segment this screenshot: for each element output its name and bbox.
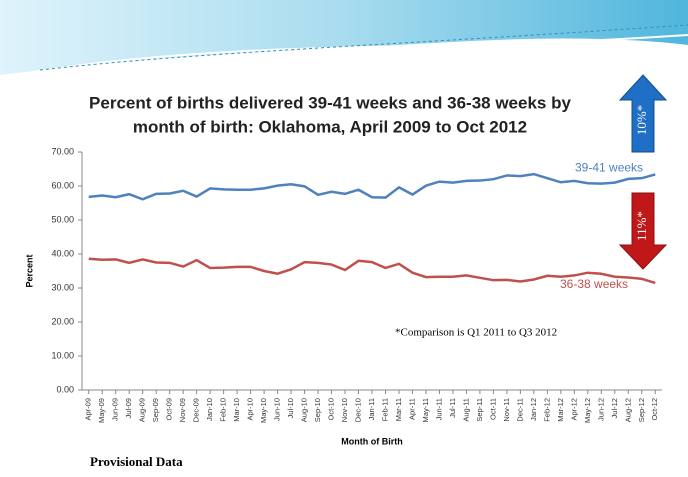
y-tick-label: 30.00: [51, 282, 74, 292]
x-tick-label: Jun-11: [434, 398, 443, 420]
x-tick-label: Feb-10: [219, 398, 228, 422]
x-tick-label: Oct-12: [650, 398, 659, 421]
x-tick-label: Oct-10: [327, 398, 336, 421]
y-tick-label: 70.00: [51, 146, 74, 156]
x-tick-label: Feb-12: [542, 398, 551, 422]
banner: [0, 0, 688, 75]
x-tick-label: Dec-10: [353, 398, 362, 422]
x-tick-label: Feb-11: [380, 398, 389, 421]
x-tick-label: Jun-12: [596, 398, 605, 421]
x-tick-label: May-12: [583, 398, 592, 423]
x-tick-label: Jul-11: [448, 398, 457, 418]
footer: Provisional Data: [90, 454, 183, 469]
x-tick-label: Jul-10: [286, 398, 295, 418]
annotation: *Comparison is Q1 2011 to Q3 2012: [395, 327, 557, 339]
down-arrow: [618, 192, 668, 270]
x-tick-label: Nov-09: [178, 398, 187, 422]
series-label: 36-38 weeks: [560, 277, 628, 291]
x-tick-label: Aug-11: [461, 398, 470, 422]
x-tick-label: Oct-11: [488, 398, 497, 420]
x-tick-label: Nov-10: [340, 398, 349, 422]
x-tick-label: Jun-09: [111, 398, 120, 421]
x-tick-label: Nov-11: [502, 398, 511, 422]
banner-line: [0, 34, 688, 79]
x-tick-label: May-10: [259, 398, 268, 423]
y-tick-label: 40.00: [51, 248, 74, 258]
x-tick-label: Aug-10: [300, 398, 309, 422]
y-tick-label: 50.00: [51, 214, 74, 224]
x-tick-label: Dec-09: [192, 398, 201, 422]
x-tick-label: Sep-12: [637, 398, 646, 422]
x-axis-label: Month of Birth: [341, 436, 402, 446]
x-tick-label: Sep-09: [151, 398, 160, 422]
x-tick-label: Apr-12: [569, 398, 578, 421]
y-tick-label: 0.00: [56, 384, 74, 394]
y-axis-label: Percent: [24, 254, 34, 287]
up-arrow: [618, 74, 668, 153]
series-label: 39-41 weeks: [575, 161, 643, 175]
chart-title: month of birth: Oklahoma, April 2009 to …: [133, 117, 527, 136]
x-tick-label: Oct-09: [165, 398, 174, 421]
x-tick-label: Sep-10: [313, 398, 322, 422]
y-tick-label: 60.00: [51, 180, 74, 190]
chart-title: Percent of births delivered 39-41 weeks …: [89, 93, 571, 112]
y-tick-label: 20.00: [51, 316, 74, 326]
x-tick-label: Sep-11: [475, 398, 484, 422]
x-tick-label: Jun-10: [273, 398, 282, 421]
y-tick-label: 10.00: [51, 350, 74, 360]
annotation: 10%*: [634, 105, 649, 135]
x-tick-label: Jan-11: [367, 398, 376, 420]
x-tick-label: Jul-12: [610, 398, 619, 418]
x-tick-label: Apr-11: [407, 398, 416, 420]
x-tick-label: Aug-09: [138, 398, 147, 422]
x-tick-label: Dec-11: [515, 398, 524, 422]
series-line: [88, 172, 656, 201]
x-tick-label: May-09: [97, 398, 106, 423]
x-tick-label: Mar-11: [394, 398, 403, 421]
series-line: [88, 257, 656, 285]
x-tick-label: Jul-09: [124, 398, 133, 418]
x-tick-label: Apr-09: [84, 398, 93, 421]
annotation: 11%*: [634, 211, 649, 241]
x-tick-label: Mar-12: [556, 398, 565, 422]
x-tick-label: Jan-12: [529, 398, 538, 421]
x-tick-label: Aug-12: [623, 398, 632, 422]
x-tick-label: Apr-10: [246, 398, 255, 421]
x-tick-label: Jan-10: [205, 398, 214, 421]
x-tick-label: Mar-10: [232, 398, 241, 422]
x-tick-label: May-11: [421, 398, 430, 422]
